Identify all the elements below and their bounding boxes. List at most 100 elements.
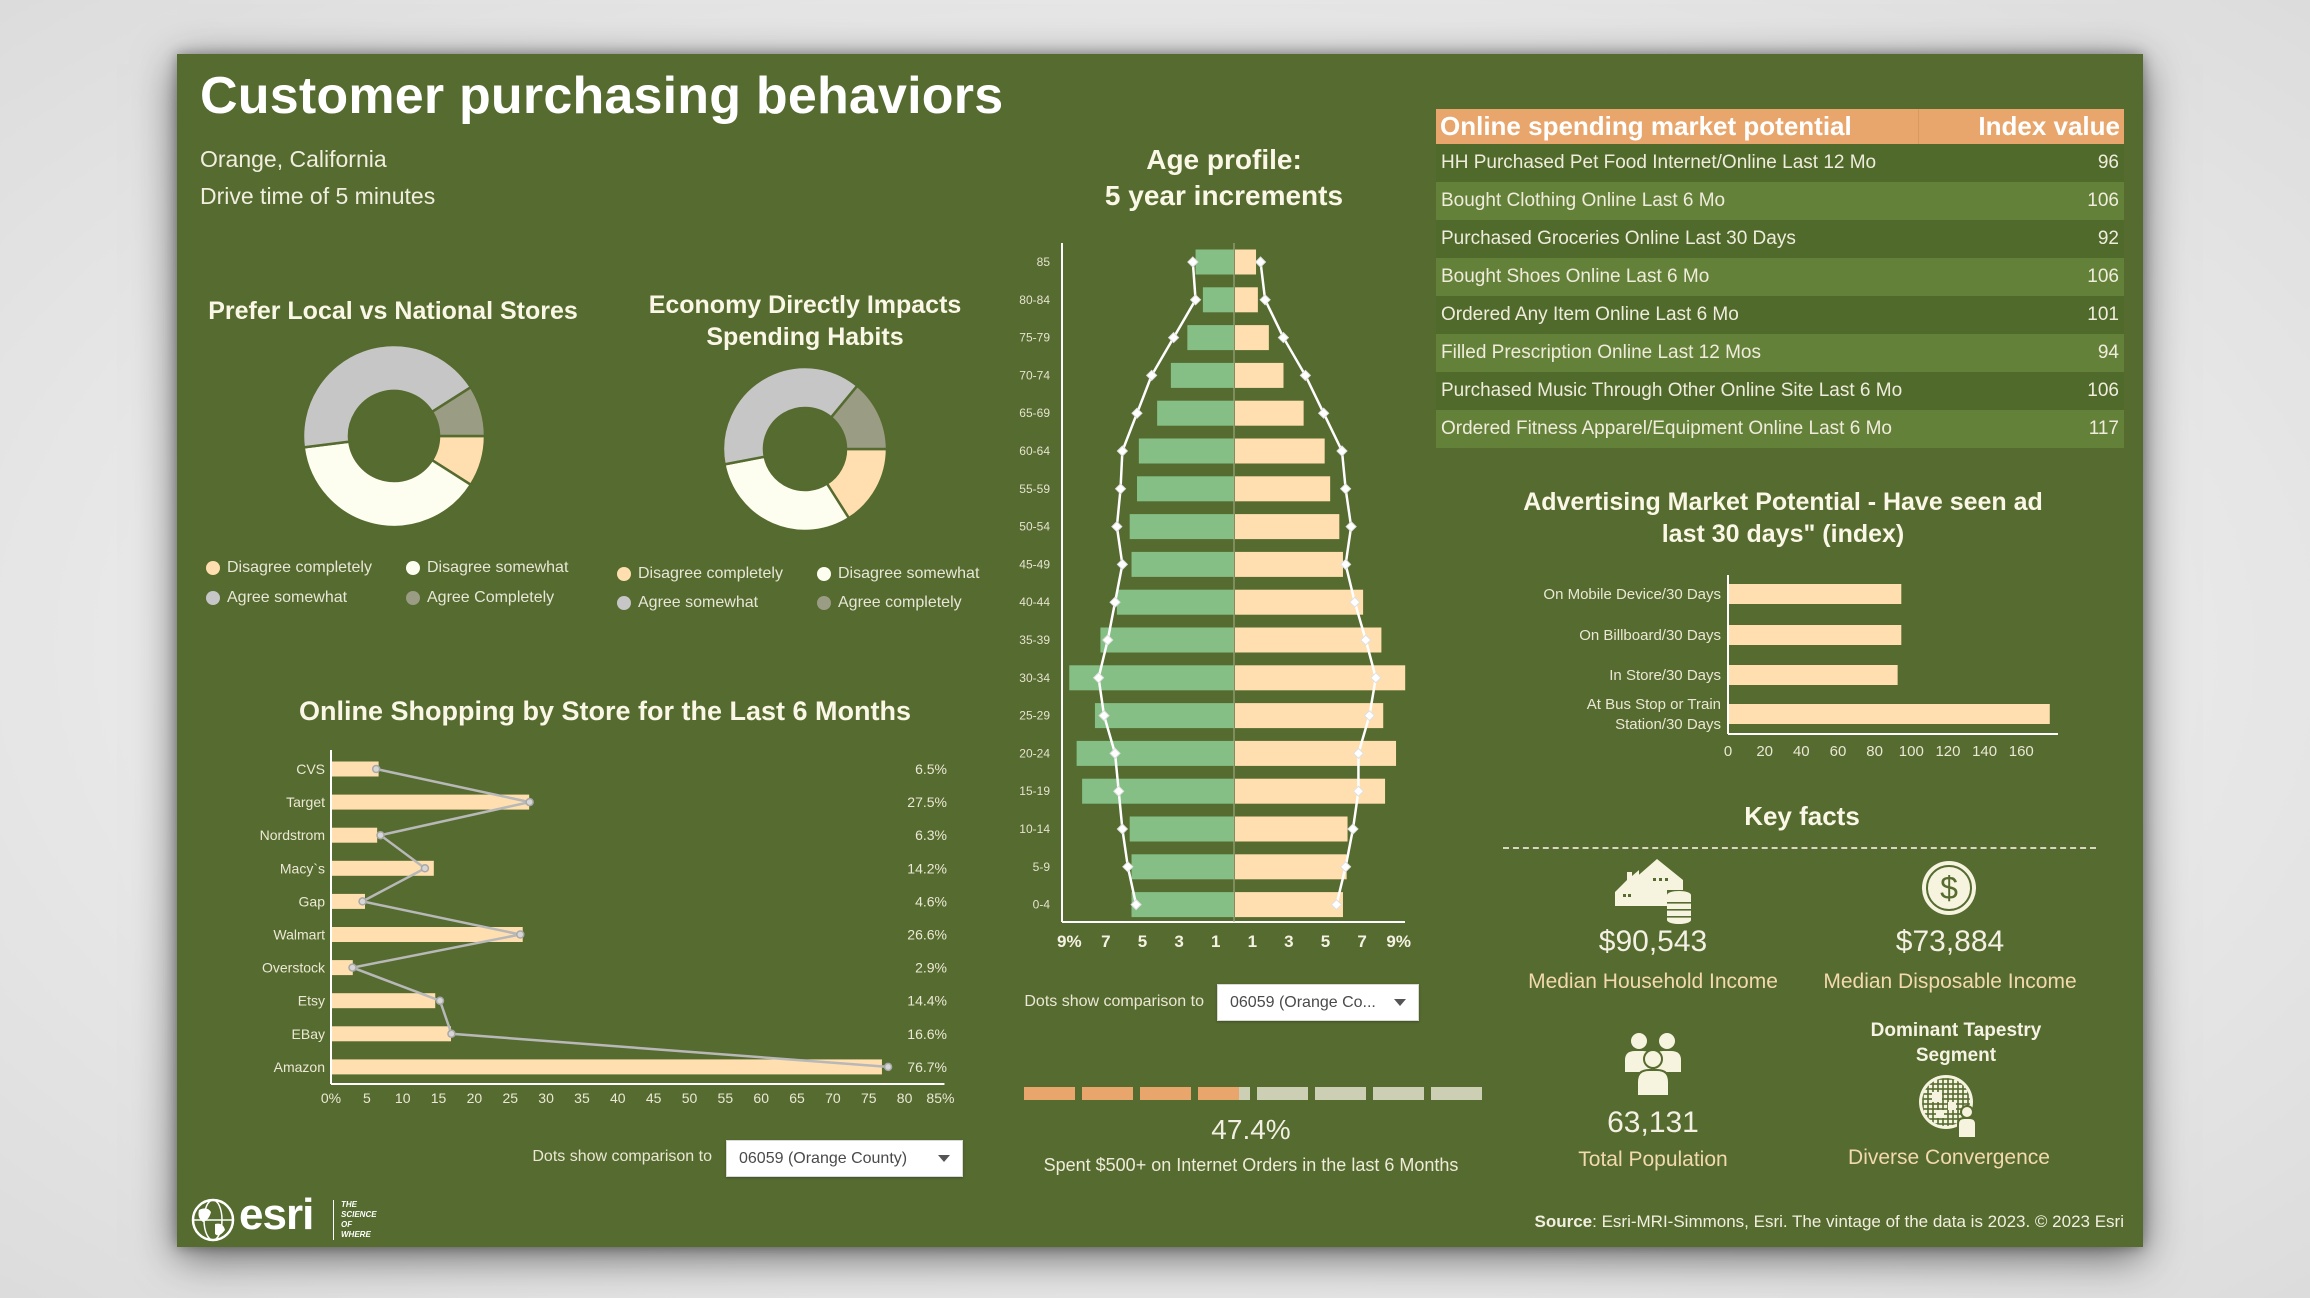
age-label: 30-34 [1019, 671, 1050, 685]
bar-left [1196, 250, 1234, 275]
tagline-word: OF [341, 1220, 377, 1230]
legend-label: Disagree completely [227, 559, 372, 577]
value-label: 6.3% [915, 827, 947, 843]
bar [332, 993, 435, 1008]
legend-item: Disagree completely [617, 565, 783, 583]
key-facts-divider [1503, 847, 2096, 849]
household-income-value: $90,543 [1503, 925, 1803, 959]
category-label: Macy`s [280, 860, 325, 876]
tagline-word: SCIENCE [341, 1210, 377, 1220]
value-label: 14.4% [907, 993, 947, 1009]
legend-item: Agree Completely [406, 589, 554, 607]
x-tick-label: 0% [321, 1090, 341, 1106]
category-label: Overstock [262, 960, 326, 976]
bar-left [1130, 817, 1234, 842]
bar-right [1235, 363, 1283, 388]
x-tick-label: 160 [2009, 743, 2034, 760]
category-label: Walmart [273, 927, 325, 943]
category-label: On Billboard/30 Days [1579, 627, 1721, 644]
comparison-dot [1300, 370, 1310, 380]
tapestry-heading-line2: Segment [1806, 1043, 2106, 1068]
age-label: 55-59 [1019, 482, 1050, 496]
header-divider [1918, 109, 1919, 144]
disposable-income-value: $73,884 [1800, 925, 2100, 959]
economy-impacts-donut [721, 365, 889, 533]
x-tick-label: 40 [1793, 743, 1810, 760]
comparison-dot [1117, 446, 1127, 456]
bar-right [1235, 401, 1304, 426]
value-label: 4.6% [915, 893, 947, 909]
bar [332, 828, 377, 843]
bar-right [1235, 325, 1269, 350]
market-potential-header-label: Online spending market potential [1440, 111, 1852, 142]
key-facts-title: Key facts [1652, 800, 1952, 832]
shopping-comparison-dropdown[interactable]: 06059 (Orange County) [726, 1140, 963, 1177]
market-potential-table: Online spending market potential Index v… [1436, 109, 2124, 448]
age-label: 10-14 [1019, 822, 1050, 836]
age-label: 65-69 [1019, 406, 1050, 420]
bar-left [1095, 703, 1234, 728]
age-label: 35-39 [1019, 633, 1050, 647]
tapestry-label: Diverse Convergence [1799, 1146, 2099, 1170]
age-label: 5-9 [1033, 860, 1051, 874]
category-label: Gap [299, 893, 326, 909]
esri-logo: esri THE SCIENCE OF WHERE [191, 1196, 391, 1244]
x-tick-label: 15 [431, 1090, 447, 1106]
bar-left [1171, 363, 1234, 388]
x-tick-label: 65 [789, 1090, 805, 1106]
comparison-dot [373, 766, 380, 773]
population-label: Total Population [1503, 1148, 1803, 1172]
comparison-dot [1319, 408, 1329, 418]
row-index-value: 101 [2087, 304, 2119, 326]
advertising-chart: On Mobile Device/30 DaysOn Billboard/30 … [1500, 570, 2100, 765]
shopping-comparison-value: 06059 (Orange County) [739, 1150, 907, 1168]
progress-segment [1024, 1087, 1075, 1100]
globe-person-icon [1918, 1074, 1982, 1138]
row-label: Purchased Groceries Online Last 30 Days [1441, 228, 1796, 250]
comparison-dot [1112, 522, 1122, 532]
x-tick-label: 1 [1248, 932, 1257, 951]
legend-label: Agree Completely [427, 589, 554, 607]
comparison-line-left [1099, 262, 1196, 905]
legend-swatch [206, 591, 220, 605]
bar-left [1139, 439, 1234, 464]
row-label: Bought Clothing Online Last 6 Mo [1441, 190, 1725, 212]
globe-icon [191, 1198, 235, 1242]
tapestry-heading-line1: Dominant Tapestry [1806, 1018, 2106, 1043]
bar-left [1082, 779, 1234, 804]
x-tick-label: 5 [1138, 932, 1147, 951]
bar-right [1235, 892, 1343, 917]
economy-impacts-legend: Disagree completely Disagree somewhat Agre… [617, 563, 1017, 633]
bar-right [1235, 250, 1256, 275]
tapestry-heading: Dominant Tapestry Segment [1806, 1018, 2106, 1068]
bar-left [1203, 287, 1234, 312]
bar [1729, 665, 1898, 685]
legend-swatch [406, 561, 420, 575]
age-label: 25-29 [1019, 709, 1050, 723]
x-tick-label: 50 [682, 1090, 698, 1106]
legend-swatch [617, 567, 631, 581]
bar-left [1077, 741, 1234, 766]
bar [332, 1026, 451, 1041]
prefer-local-legend: Disagree completely Disagree somewhat Agre… [206, 557, 606, 627]
comparison-dot [1346, 522, 1356, 532]
category-label: EBay [292, 1026, 325, 1042]
prefer-local-donut [293, 335, 495, 537]
age-comparison-dropdown[interactable]: 06059 (Orange Co... [1217, 984, 1419, 1021]
bar-left [1132, 854, 1234, 879]
row-index-value: 106 [2087, 380, 2119, 402]
bar-right [1235, 703, 1383, 728]
legend-swatch [617, 596, 631, 610]
advertising-title-line1: Advertising Market Potential - Have seen… [1483, 486, 2083, 518]
market-potential-rows: HH Purchased Pet Food Internet/Online La… [1436, 144, 2124, 448]
row-index-value: 94 [2098, 342, 2119, 364]
location-subtitle: Orange, California [200, 146, 387, 173]
donut-slice-disagree-somewhat [724, 457, 848, 531]
bar [332, 762, 379, 777]
category-label: Etsy [298, 993, 325, 1009]
drive-time-subtitle: Drive time of 5 minutes [200, 183, 435, 210]
disposable-income-label: Median Disposable Income [1800, 970, 2100, 994]
row-label: HH Purchased Pet Food Internet/Online La… [1441, 152, 1876, 174]
bar-right [1235, 628, 1381, 653]
comparison-dot [421, 865, 428, 872]
